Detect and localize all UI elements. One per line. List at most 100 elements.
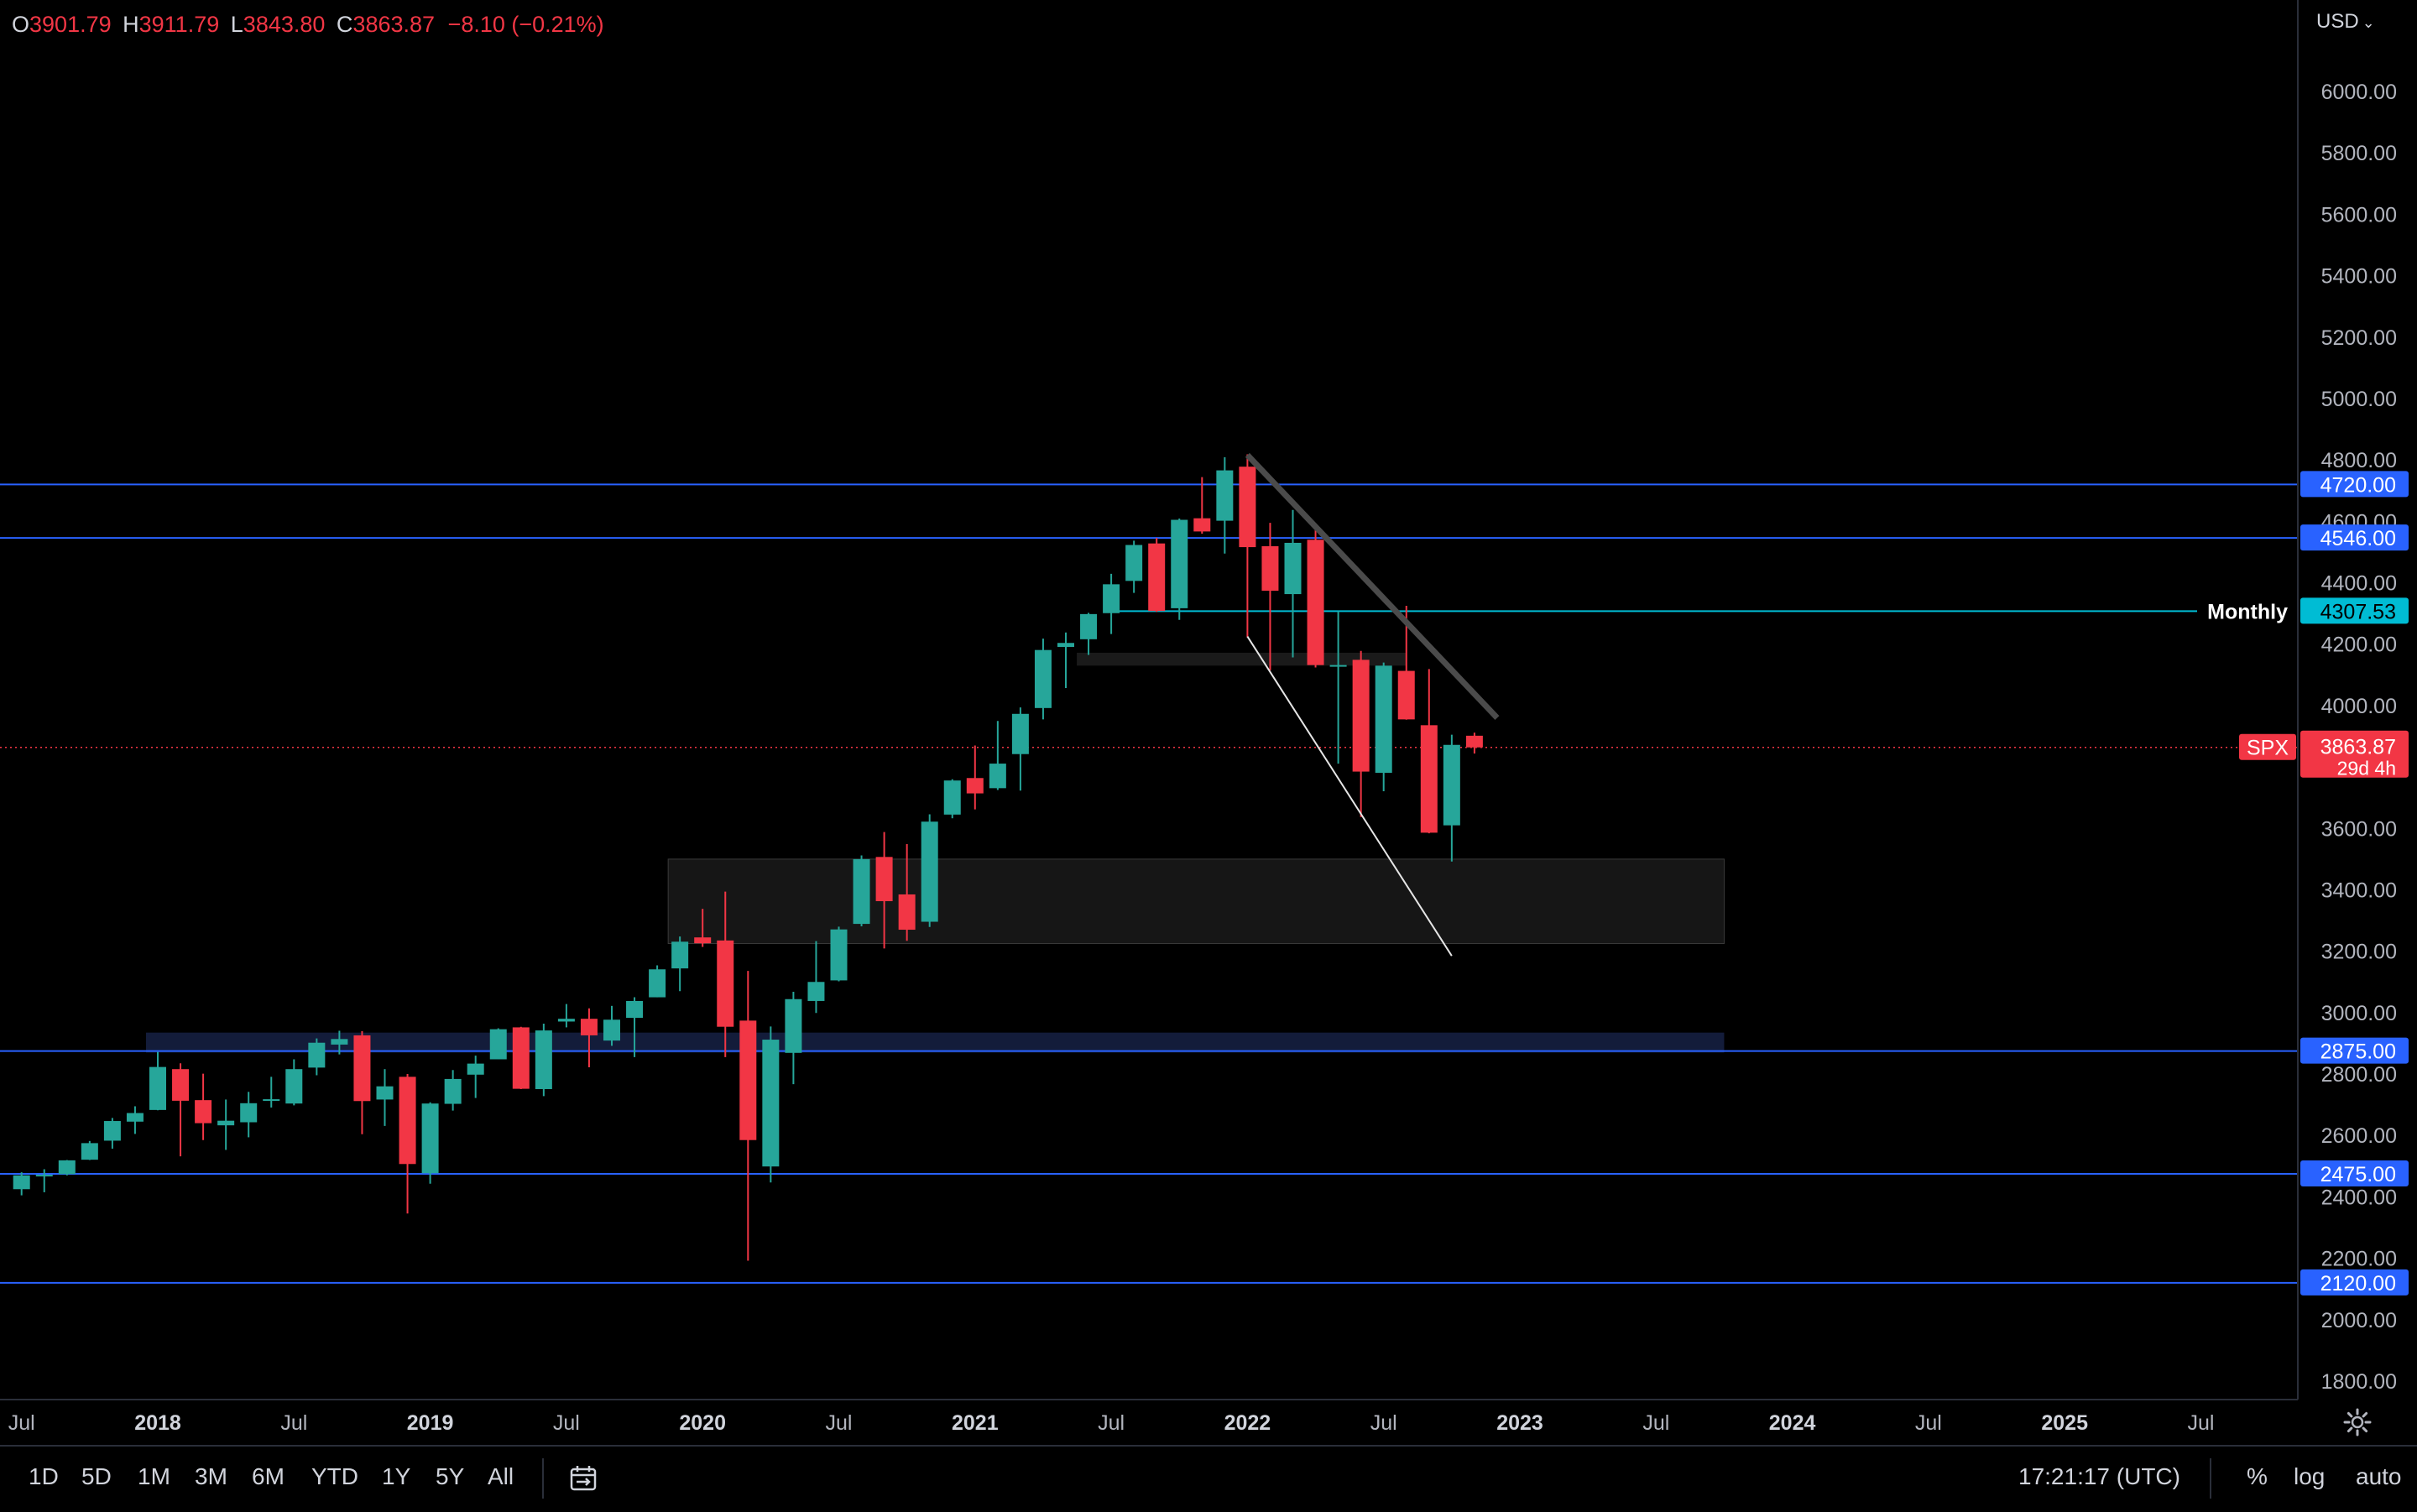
- candle: [240, 1092, 258, 1138]
- time-tick-label: Jul: [280, 1411, 307, 1435]
- time-tick-label: 2022: [1224, 1411, 1271, 1435]
- candle: [1148, 538, 1166, 613]
- candle-body: [1397, 670, 1415, 720]
- candle: [376, 1069, 394, 1126]
- candle: [626, 997, 644, 1057]
- range-button-1y[interactable]: 1Y: [382, 1463, 411, 1489]
- candle: [853, 855, 870, 927]
- range-button-5d[interactable]: 5D: [81, 1463, 112, 1489]
- candle: [1465, 733, 1483, 754]
- settings-gear-icon[interactable]: [2343, 1408, 2372, 1436]
- candle-body: [376, 1086, 394, 1100]
- candle: [1193, 477, 1211, 534]
- level-price-label: 2120.00: [2320, 1272, 2396, 1296]
- candle: [580, 1008, 598, 1067]
- log-scale-button[interactable]: log: [2294, 1463, 2326, 1489]
- candle-body: [649, 969, 666, 998]
- candle-body: [807, 982, 825, 1001]
- candle: [1080, 613, 1098, 655]
- level-price-label: 4307.53: [2320, 600, 2396, 623]
- candle-body: [989, 764, 1006, 789]
- clock-time[interactable]: 17:21:17 (UTC): [2018, 1463, 2180, 1489]
- candle: [58, 1160, 76, 1176]
- candle-body: [694, 937, 712, 944]
- candle: [1057, 632, 1074, 689]
- candle-body: [13, 1175, 30, 1190]
- candle: [195, 1073, 212, 1140]
- price-tick-label: 4000.00: [2321, 695, 2397, 718]
- zone-rectangle: [667, 858, 1725, 945]
- range-button-ytd[interactable]: YTD: [311, 1463, 358, 1489]
- candle-body: [535, 1030, 552, 1089]
- time-axis[interactable]: Jul 2018 Jul 2019 Jul 2020 Jul 2021 Jul 2022 Jul 20…: [0, 1399, 2298, 1435]
- candle-body: [785, 998, 802, 1053]
- candle: [489, 1028, 507, 1060]
- ohlc-change: −8.10 (−0.21%): [447, 12, 604, 37]
- zone-rectangle: [146, 1032, 1725, 1053]
- price-axis[interactable]: 1800.00 2000.00 2200.00 2400.00 2600.00 2800.…: [2297, 0, 2397, 1400]
- time-tick-label: 2023: [1496, 1411, 1543, 1435]
- candle: [1261, 523, 1279, 670]
- range-button-1m[interactable]: 1M: [138, 1463, 170, 1489]
- current-price-label: 3863.87: [2320, 736, 2396, 759]
- candle-body: [467, 1063, 484, 1075]
- candle: [1443, 734, 1460, 862]
- candle-body: [421, 1103, 439, 1174]
- candle-body: [58, 1160, 76, 1175]
- candle-body: [1443, 744, 1460, 826]
- candle-body: [1125, 545, 1143, 581]
- candle-body: [489, 1029, 507, 1060]
- price-tick-label: 2200.00: [2321, 1248, 2397, 1271]
- candle: [557, 1004, 575, 1028]
- percent-scale-button[interactable]: %: [2247, 1463, 2268, 1489]
- bar-countdown-label: 29d 4h: [2337, 758, 2396, 779]
- candle-body: [671, 941, 689, 969]
- ohlc-close-value: 3863.87: [352, 12, 436, 37]
- chevron-down-icon: ⌄: [2362, 14, 2375, 31]
- descending-trendline[interactable]: [1245, 452, 1500, 720]
- candles-layer: [13, 454, 1483, 1261]
- time-tick-label: Jul: [1915, 1411, 1942, 1435]
- candle: [875, 832, 893, 949]
- candle-body: [603, 1019, 620, 1041]
- candle-body: [739, 1020, 757, 1140]
- candle: [649, 965, 666, 998]
- range-button-all[interactable]: All: [488, 1463, 514, 1489]
- level-price-badge: [2300, 1037, 2409, 1064]
- price-chart[interactable]: 1800.00 2000.00 2200.00 2400.00 2600.00 2800.…: [0, 0, 2417, 1443]
- candle-body: [1193, 518, 1211, 532]
- candle-body: [103, 1121, 121, 1141]
- candle: [103, 1118, 121, 1149]
- candle-body: [240, 1103, 258, 1123]
- falling-trendline[interactable]: [1246, 636, 1453, 957]
- ohlc-close-key: C: [336, 12, 353, 37]
- candle-body: [580, 1019, 598, 1035]
- candle: [13, 1172, 30, 1196]
- candle: [444, 1070, 462, 1111]
- time-tick-label: 2020: [679, 1411, 726, 1435]
- candle: [1329, 611, 1347, 764]
- ohlc-high-value: 3911.79: [138, 12, 220, 37]
- zone-rectangle: [1077, 652, 1407, 666]
- price-tick-label: 5600.00: [2321, 203, 2397, 227]
- candle-body: [717, 940, 734, 1027]
- range-button-1d[interactable]: 1D: [29, 1463, 59, 1489]
- price-tick-label: 5000.00: [2321, 388, 2397, 411]
- candle: [331, 1030, 348, 1055]
- price-tick-label: 4400.00: [2321, 572, 2397, 596]
- auto-scale-button[interactable]: auto: [2356, 1463, 2402, 1489]
- candle-body: [1329, 665, 1347, 667]
- candle: [603, 1005, 620, 1046]
- go-to-date-icon[interactable]: [569, 1465, 599, 1494]
- time-tick-label: 2025: [2041, 1411, 2088, 1435]
- range-button-6m[interactable]: 6M: [252, 1463, 285, 1489]
- candle-body: [966, 778, 984, 794]
- currency-selector[interactable]: USD ⌄: [2316, 10, 2375, 34]
- level-price-badge: [2300, 1160, 2409, 1186]
- range-button-5y[interactable]: 5Y: [436, 1463, 465, 1489]
- level-price-label: 4546.00: [2320, 527, 2396, 550]
- ohlc-open-value: 3901.79: [29, 12, 112, 37]
- price-tick-label: 5800.00: [2321, 142, 2397, 165]
- range-button-3m[interactable]: 3M: [195, 1463, 227, 1489]
- candle: [1375, 662, 1392, 792]
